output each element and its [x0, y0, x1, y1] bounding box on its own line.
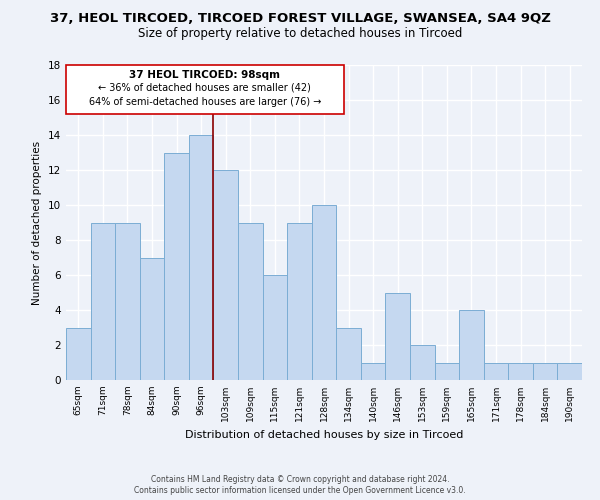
Bar — [214, 170, 238, 380]
Bar — [459, 310, 484, 380]
Text: 64% of semi-detached houses are larger (76) →: 64% of semi-detached houses are larger (… — [89, 97, 321, 107]
Bar — [508, 362, 533, 380]
Bar — [263, 275, 287, 380]
Bar — [189, 135, 214, 380]
Bar — [140, 258, 164, 380]
Text: 37 HEOL TIRCOED: 98sqm: 37 HEOL TIRCOED: 98sqm — [130, 70, 280, 80]
Text: Contains public sector information licensed under the Open Government Licence v3: Contains public sector information licen… — [134, 486, 466, 495]
Text: 37, HEOL TIRCOED, TIRCOED FOREST VILLAGE, SWANSEA, SA4 9QZ: 37, HEOL TIRCOED, TIRCOED FOREST VILLAGE… — [50, 12, 550, 26]
Bar — [410, 345, 434, 380]
Bar — [484, 362, 508, 380]
Bar — [557, 362, 582, 380]
Bar — [312, 205, 336, 380]
Bar — [287, 222, 312, 380]
Bar — [533, 362, 557, 380]
Bar — [91, 222, 115, 380]
Text: Contains HM Land Registry data © Crown copyright and database right 2024.: Contains HM Land Registry data © Crown c… — [151, 475, 449, 484]
Bar — [361, 362, 385, 380]
Bar — [164, 152, 189, 380]
FancyBboxPatch shape — [66, 65, 344, 114]
Text: Size of property relative to detached houses in Tircoed: Size of property relative to detached ho… — [138, 28, 462, 40]
Bar — [434, 362, 459, 380]
Text: ← 36% of detached houses are smaller (42): ← 36% of detached houses are smaller (42… — [98, 82, 311, 93]
Y-axis label: Number of detached properties: Number of detached properties — [32, 140, 43, 304]
Bar — [115, 222, 140, 380]
Bar — [336, 328, 361, 380]
Bar — [66, 328, 91, 380]
Bar — [238, 222, 263, 380]
Bar — [385, 292, 410, 380]
X-axis label: Distribution of detached houses by size in Tircoed: Distribution of detached houses by size … — [185, 430, 463, 440]
